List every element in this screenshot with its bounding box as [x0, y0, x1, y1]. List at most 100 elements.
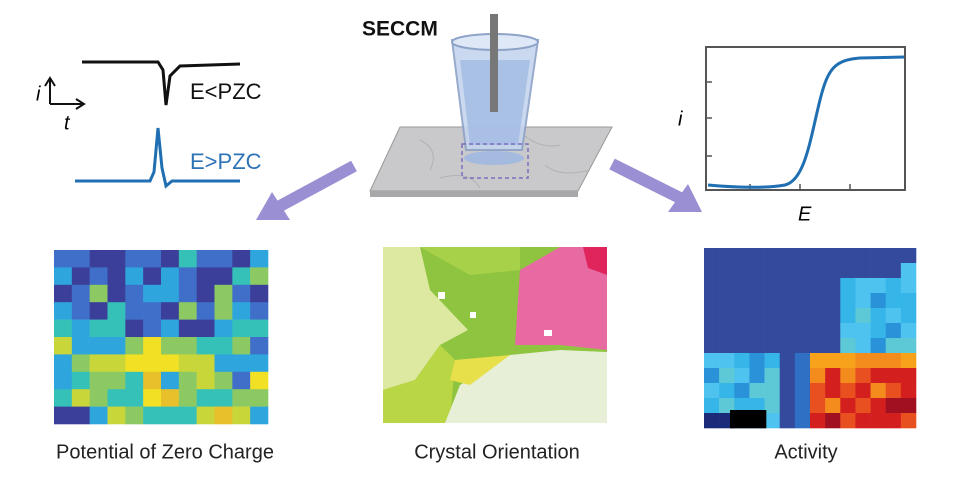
map-cell	[719, 278, 735, 294]
map-cell	[885, 398, 902, 414]
caption: Activity	[774, 441, 837, 463]
map-cell	[89, 389, 108, 407]
map-cell	[764, 398, 781, 414]
map-cell	[107, 250, 126, 268]
map-cell	[749, 323, 765, 339]
map-cell	[71, 302, 90, 320]
map-cell	[794, 353, 811, 369]
map-cell	[900, 368, 917, 384]
map-cell	[54, 284, 73, 303]
map-cell	[719, 323, 735, 339]
arrow-right	[609, 158, 683, 204]
map-cell	[125, 371, 144, 390]
map-cell	[749, 293, 765, 309]
transient-axes	[44, 76, 86, 110]
map-cell	[71, 319, 90, 338]
map-cell	[734, 353, 750, 369]
map-cell	[178, 337, 197, 355]
map-cell	[885, 263, 902, 279]
map-cell	[719, 263, 735, 279]
map-cell	[764, 293, 781, 309]
map-cell	[779, 263, 796, 279]
map-cell	[178, 389, 197, 407]
map-cell	[107, 267, 126, 286]
map-cell	[704, 263, 720, 279]
map-cell	[143, 284, 162, 303]
map-cell	[734, 278, 750, 294]
map-cell	[178, 267, 197, 286]
map-cell	[885, 248, 902, 264]
map-cell	[734, 398, 750, 414]
map-cell	[125, 389, 144, 407]
map-cell	[178, 250, 197, 268]
map-cell	[885, 308, 902, 324]
map-cell	[870, 413, 887, 429]
map-cell	[749, 368, 765, 384]
map-cell	[214, 284, 233, 303]
map-cell	[855, 323, 871, 339]
droplet	[464, 151, 524, 165]
map-cell	[719, 308, 735, 324]
map-cell	[870, 263, 887, 279]
cv-y-label: i	[678, 108, 683, 130]
map-cell	[900, 413, 917, 429]
map-cell	[250, 371, 269, 390]
map-cell	[749, 398, 765, 414]
map-cell	[196, 284, 215, 303]
map-cell	[232, 302, 251, 320]
map-cell	[840, 383, 856, 399]
map-cell	[794, 368, 811, 384]
map-cell	[779, 398, 796, 414]
caption: Potential of Zero Charge	[56, 441, 274, 463]
map-cell	[764, 323, 781, 339]
map-cell	[840, 263, 856, 279]
map-cell	[885, 338, 902, 354]
map-cell	[840, 308, 856, 324]
caption: Crystal Orientation	[414, 441, 580, 463]
map-cell	[250, 267, 269, 286]
map-cell	[855, 248, 871, 264]
map-cell	[161, 250, 180, 268]
map-cell	[71, 354, 90, 373]
map-cell	[71, 267, 90, 286]
map-cell	[125, 354, 144, 373]
map-cell	[161, 389, 180, 407]
map-cell	[143, 406, 162, 425]
map-cell	[870, 398, 887, 414]
map-cell	[825, 353, 841, 369]
scan-area	[461, 143, 529, 179]
grain-boundaries	[419, 131, 591, 189]
map-cell	[89, 267, 108, 286]
map-cell	[196, 371, 215, 390]
map-cell	[214, 302, 233, 320]
map-cell	[779, 413, 796, 429]
map-cell	[178, 354, 197, 373]
map-cell	[125, 319, 144, 338]
map-cell	[54, 389, 73, 407]
map-cell	[840, 323, 856, 339]
map-cell	[107, 319, 126, 338]
map-cell	[704, 308, 720, 324]
map-cell	[107, 284, 126, 303]
map-cell	[825, 248, 841, 264]
map-cell	[779, 368, 796, 384]
map-cell	[840, 413, 856, 429]
map-cell	[161, 319, 180, 338]
map-cell	[870, 368, 887, 384]
map-cell	[704, 338, 720, 354]
map-cell	[161, 337, 180, 355]
map-cell	[704, 413, 720, 429]
map-cell	[143, 371, 162, 390]
map-cell	[125, 406, 144, 425]
map-cell	[161, 302, 180, 320]
map-cell	[855, 278, 871, 294]
map-cell	[143, 354, 162, 373]
map-cell	[143, 389, 162, 407]
map-cell	[125, 250, 144, 268]
map-cell	[825, 278, 841, 294]
map-cell	[794, 413, 811, 429]
map-cell	[840, 248, 856, 264]
transient-y-label: i	[36, 83, 41, 105]
map-cell	[870, 323, 887, 339]
map-cell	[54, 406, 73, 425]
